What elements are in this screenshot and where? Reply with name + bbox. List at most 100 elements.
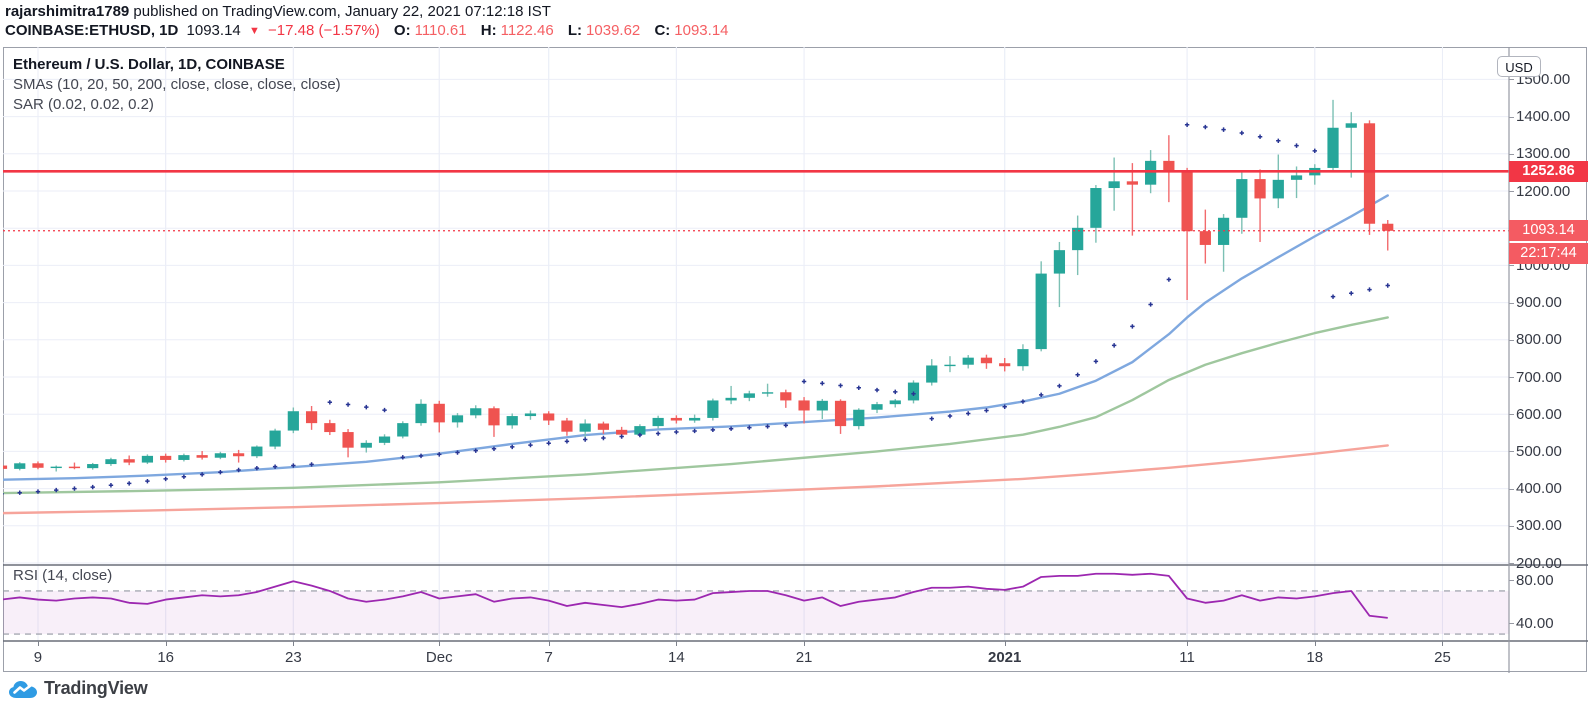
candle-body <box>251 446 263 457</box>
candle-body <box>670 417 682 421</box>
time-tick-label: 18 <box>1306 649 1324 666</box>
time-tick-mark <box>804 641 806 646</box>
candle-body <box>1290 175 1303 180</box>
price-tick-mark <box>1509 153 1514 155</box>
candle-body <box>707 400 719 418</box>
candle-body <box>14 463 26 469</box>
time-tick-mark <box>1442 641 1444 646</box>
candle-body <box>999 363 1011 367</box>
candle-body <box>141 455 154 463</box>
time-tick-mark <box>165 641 167 646</box>
candle-body <box>87 464 99 469</box>
time-tick-mark <box>293 641 295 646</box>
time-tick-label: Dec <box>425 649 453 666</box>
price-tick-mark <box>1509 451 1514 453</box>
candle-body <box>597 423 610 430</box>
candle-body <box>324 423 336 433</box>
legend-sar[interactable]: SAR (0.02, 0.02, 0.2) <box>13 96 154 113</box>
candle-body <box>160 455 172 460</box>
time-tick-mark <box>676 641 678 646</box>
candle-body <box>470 408 482 416</box>
publish-text: published on TradingView.com, January 22… <box>129 3 551 20</box>
time-tick-label: 9 <box>33 649 43 666</box>
high-value: 1122.46 <box>500 22 554 39</box>
price-tick-label: 700.00 <box>1516 368 1562 386</box>
candle-body <box>1363 123 1376 224</box>
username: rajarshimitra1789 <box>5 3 130 20</box>
candle-body <box>926 365 938 383</box>
price-tick-mark <box>1509 79 1514 81</box>
candle-body <box>397 423 409 437</box>
legend-symbol-title[interactable]: Ethereum / U.S. Dollar, 1D, COINBASE <box>13 56 285 73</box>
open-label: O: <box>393 22 411 39</box>
price-tick-label: 300.00 <box>1516 517 1562 535</box>
candle-body <box>105 459 117 465</box>
cloud-icon <box>9 680 37 698</box>
candle-body <box>1090 188 1102 228</box>
price-change: −17.48 (−1.57%) <box>268 22 380 39</box>
price-tick-mark <box>1509 525 1514 527</box>
candle-body <box>579 423 591 432</box>
chart-canvas[interactable] <box>0 47 1588 673</box>
candle-body <box>123 459 135 463</box>
tradingview-logo[interactable]: TradingView <box>8 678 148 699</box>
candle-body <box>1327 127 1339 168</box>
legend: Ethereum / U.S. Dollar, 1D, COINBASE SMA… <box>13 55 341 115</box>
candle-body <box>1108 181 1120 189</box>
time-tick-label: 11 <box>1179 649 1195 666</box>
candle-body <box>360 442 372 448</box>
candle-body <box>1035 273 1047 350</box>
candle-body <box>798 400 810 411</box>
currency-unit-button[interactable]: USD <box>1497 56 1541 77</box>
candle-body <box>378 436 391 443</box>
candle-body <box>834 400 847 427</box>
candle-body <box>287 411 299 431</box>
candle-body <box>1382 223 1394 231</box>
last-price: 1093.14 <box>186 22 241 39</box>
candle-body <box>689 417 701 421</box>
candle-body <box>1126 181 1138 185</box>
price-tick-mark <box>1509 563 1514 564</box>
candle-body <box>506 416 518 426</box>
candle-body <box>0 465 8 469</box>
price-level-badge: 1252.86 <box>1509 161 1588 182</box>
price-tick-mark <box>1509 580 1514 582</box>
price-tick-mark <box>1509 191 1514 192</box>
time-tick-label: 7 <box>544 649 553 666</box>
price-tick-label: 1300.00 <box>1516 145 1571 163</box>
sma_fast-line <box>0 194 1389 481</box>
open-value: 1110.61 <box>414 22 467 39</box>
down-arrow-icon: ▼ <box>248 25 260 37</box>
candle-body <box>816 400 828 411</box>
legend-rsi[interactable]: RSI (14, close) <box>13 567 113 584</box>
time-tick-label: 23 <box>284 649 302 666</box>
candle-body <box>524 413 537 417</box>
time-tick-mark <box>548 641 550 646</box>
bar-countdown-badge: 22:17:44 <box>1509 243 1588 264</box>
candle-body <box>32 463 44 468</box>
candle-body <box>907 382 920 401</box>
price-tick-mark <box>1509 488 1514 490</box>
time-tick-mark <box>439 641 441 646</box>
time-tick-label: 25 <box>1434 649 1451 666</box>
candle-body <box>342 432 354 448</box>
close-value: 1093.14 <box>674 22 729 39</box>
candle-body <box>543 413 555 421</box>
price-tick-label: 800.00 <box>1516 331 1562 349</box>
candle-body <box>68 466 81 469</box>
candle-body <box>433 403 445 423</box>
candle-body <box>616 429 628 435</box>
candle-body <box>1236 179 1248 218</box>
sma-lines-layer <box>0 194 1389 515</box>
time-tick-mark <box>1187 641 1189 646</box>
candle-body <box>1181 170 1193 232</box>
candle-body <box>178 455 190 460</box>
candle-body <box>944 364 956 367</box>
price-tick-mark <box>1509 116 1514 118</box>
candles-layer <box>0 99 1394 472</box>
candle-body <box>761 392 774 394</box>
sma_slow-line <box>0 444 1389 515</box>
price-tick-label: 400.00 <box>1516 480 1562 498</box>
legend-smas[interactable]: SMAs (10, 20, 50, 200, close, close, clo… <box>13 76 341 93</box>
candle-body <box>214 453 226 458</box>
